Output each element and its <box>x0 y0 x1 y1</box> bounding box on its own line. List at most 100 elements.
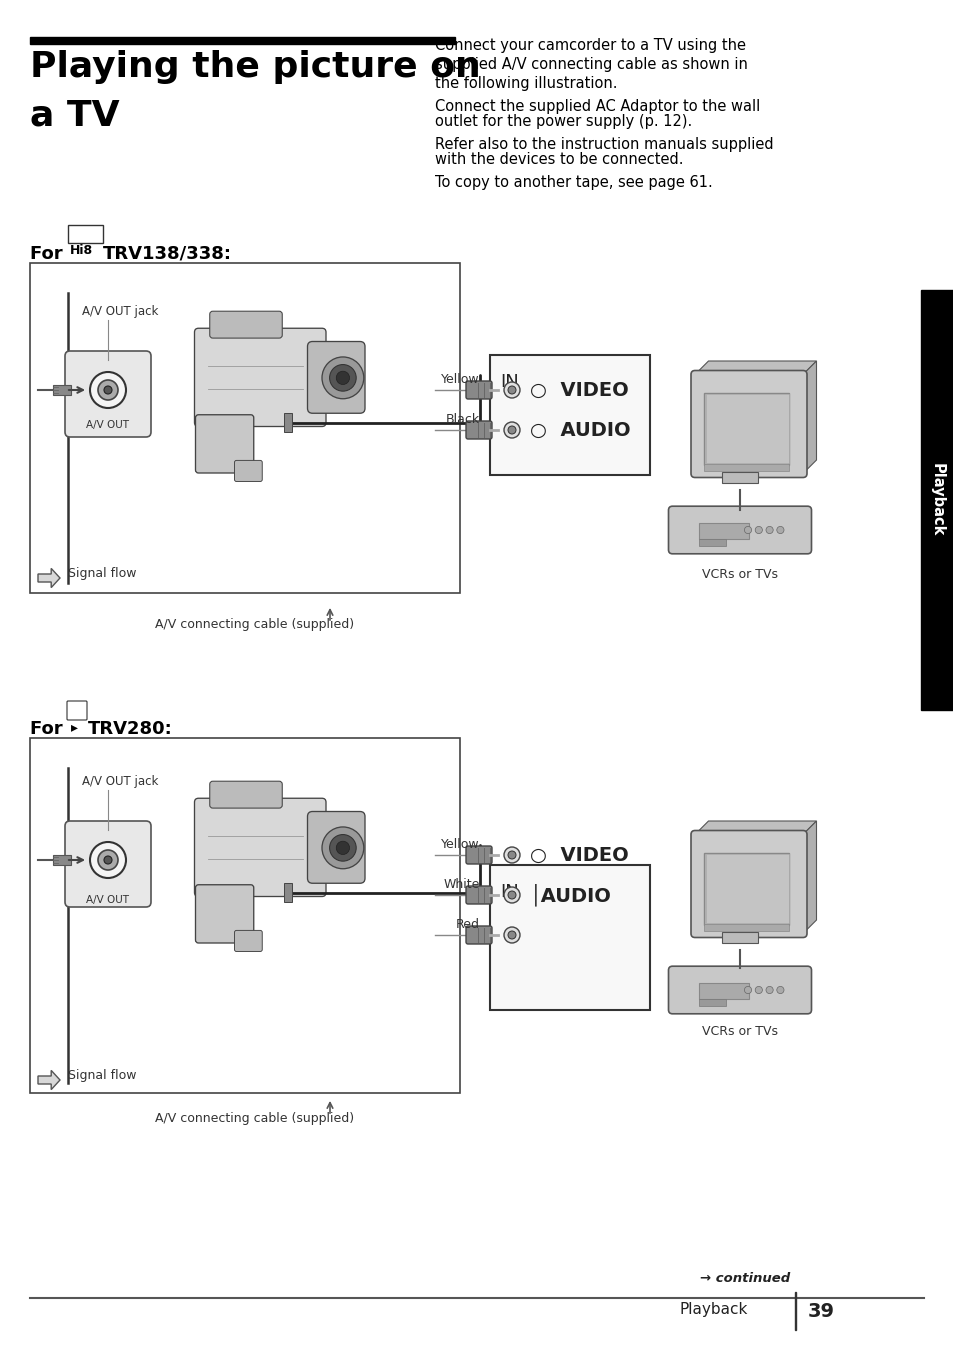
Bar <box>705 395 788 462</box>
Circle shape <box>755 987 761 994</box>
Text: TRV138/338:: TRV138/338: <box>103 245 232 264</box>
Circle shape <box>755 526 761 534</box>
FancyBboxPatch shape <box>465 420 492 439</box>
FancyBboxPatch shape <box>65 821 151 907</box>
Circle shape <box>743 987 751 994</box>
Bar <box>490 356 649 475</box>
Bar <box>703 923 789 930</box>
FancyBboxPatch shape <box>690 370 806 477</box>
FancyBboxPatch shape <box>465 846 492 864</box>
Circle shape <box>507 426 516 434</box>
Circle shape <box>743 526 751 534</box>
Text: A/V OUT: A/V OUT <box>87 895 130 904</box>
Bar <box>721 932 758 942</box>
Circle shape <box>503 383 519 397</box>
Bar <box>30 738 459 1092</box>
FancyBboxPatch shape <box>690 830 806 937</box>
Circle shape <box>776 526 783 534</box>
Text: For: For <box>30 245 69 264</box>
Text: a TV: a TV <box>30 97 119 132</box>
FancyBboxPatch shape <box>194 329 326 426</box>
Bar <box>490 865 649 1010</box>
Bar <box>284 883 292 902</box>
Text: Playback: Playback <box>928 464 943 537</box>
Text: Black: Black <box>445 412 479 426</box>
Circle shape <box>335 841 349 854</box>
Circle shape <box>765 987 772 994</box>
Bar <box>699 983 748 999</box>
Text: Connect the supplied AC Adaptor to the wall: Connect the supplied AC Adaptor to the w… <box>435 99 760 114</box>
Text: A/V connecting cable (supplied): A/V connecting cable (supplied) <box>155 618 355 631</box>
Circle shape <box>90 842 126 877</box>
Text: Signal flow: Signal flow <box>68 1068 136 1082</box>
Circle shape <box>322 357 363 399</box>
Text: Connect your camcorder to a TV using the: Connect your camcorder to a TV using the <box>435 38 745 53</box>
FancyBboxPatch shape <box>67 700 87 721</box>
Text: Hi8: Hi8 <box>70 243 93 257</box>
FancyBboxPatch shape <box>307 811 365 883</box>
Bar <box>703 464 789 470</box>
Text: Signal flow: Signal flow <box>68 566 136 580</box>
Bar <box>53 385 71 395</box>
Circle shape <box>507 387 516 393</box>
Text: To copy to another tape, see page 61.: To copy to another tape, see page 61. <box>435 174 712 191</box>
Polygon shape <box>695 821 816 834</box>
Text: ▸: ▸ <box>71 721 78 734</box>
Circle shape <box>104 856 112 864</box>
Bar <box>30 37 455 45</box>
Text: A/V OUT: A/V OUT <box>87 420 130 430</box>
Text: Yellow: Yellow <box>441 838 479 850</box>
Text: IN: IN <box>499 883 518 900</box>
Text: TRV280:: TRV280: <box>88 721 172 738</box>
Bar <box>703 392 789 465</box>
Bar <box>703 853 789 925</box>
FancyBboxPatch shape <box>234 930 262 952</box>
Polygon shape <box>802 821 816 933</box>
FancyBboxPatch shape <box>210 311 282 338</box>
Polygon shape <box>695 361 816 375</box>
Bar <box>53 854 71 865</box>
Text: with the devices to be connected.: with the devices to be connected. <box>435 151 682 168</box>
FancyBboxPatch shape <box>465 926 492 944</box>
FancyBboxPatch shape <box>210 781 282 808</box>
Circle shape <box>98 850 118 869</box>
Circle shape <box>335 372 349 384</box>
Text: White: White <box>443 877 479 891</box>
Circle shape <box>503 887 519 903</box>
Text: A/V OUT jack: A/V OUT jack <box>82 775 158 788</box>
FancyBboxPatch shape <box>465 886 492 904</box>
Polygon shape <box>802 361 816 473</box>
Polygon shape <box>38 568 60 588</box>
Circle shape <box>104 387 112 393</box>
FancyBboxPatch shape <box>195 415 253 473</box>
FancyBboxPatch shape <box>668 967 811 1014</box>
Text: 39: 39 <box>807 1302 834 1321</box>
FancyBboxPatch shape <box>668 506 811 554</box>
Text: VCRs or TVs: VCRs or TVs <box>701 568 778 581</box>
Bar <box>68 224 103 243</box>
Text: A/V connecting cable (supplied): A/V connecting cable (supplied) <box>155 1111 355 1125</box>
FancyBboxPatch shape <box>234 461 262 481</box>
Text: IN: IN <box>499 373 518 391</box>
Bar <box>705 854 788 922</box>
Circle shape <box>329 365 355 391</box>
Bar <box>721 472 758 483</box>
Circle shape <box>507 932 516 940</box>
Circle shape <box>322 827 363 869</box>
Text: │AUDIO: │AUDIO <box>530 884 611 906</box>
FancyBboxPatch shape <box>65 352 151 437</box>
Circle shape <box>765 526 772 534</box>
Circle shape <box>507 850 516 859</box>
Text: Refer also to the instruction manuals supplied: Refer also to the instruction manuals su… <box>435 137 773 151</box>
FancyBboxPatch shape <box>195 884 253 942</box>
Text: Playing the picture on: Playing the picture on <box>30 50 480 84</box>
Bar <box>30 264 459 594</box>
Circle shape <box>507 891 516 899</box>
Text: VCRs or TVs: VCRs or TVs <box>701 1025 778 1038</box>
Bar <box>699 539 726 546</box>
Text: → continued: → continued <box>700 1272 789 1284</box>
Bar <box>794 1293 796 1330</box>
Text: ○  VIDEO: ○ VIDEO <box>530 380 628 399</box>
Circle shape <box>90 372 126 408</box>
Circle shape <box>98 380 118 400</box>
